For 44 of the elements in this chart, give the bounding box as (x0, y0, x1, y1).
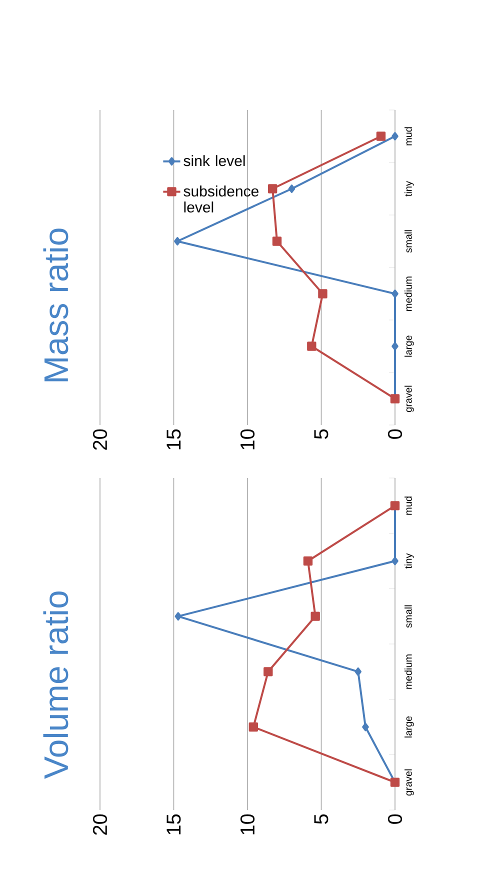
text: Volume ratio (43, 591, 68, 779)
y-tick-label: large (404, 716, 414, 738)
y-tick-label: medium (404, 276, 412, 311)
x-tick-label: 15 (166, 814, 181, 834)
point (376, 132, 386, 141)
x-tick-label: 5 (314, 429, 328, 439)
point (392, 556, 398, 566)
y-tick-label: small (404, 230, 412, 253)
point (392, 290, 398, 298)
legend-label: sink level (184, 155, 245, 166)
point (272, 236, 282, 246)
point (288, 184, 296, 193)
point (318, 289, 328, 298)
point (392, 132, 398, 140)
text: Mass ratio (43, 228, 68, 382)
y-tick-label: large (404, 336, 414, 357)
point (310, 612, 320, 621)
y-tick-label: tiny (404, 553, 414, 569)
point (354, 667, 362, 676)
y-tick-label: small (404, 605, 412, 628)
y-tick-label: gravel (404, 386, 414, 412)
x-tick-label: 0 (388, 429, 402, 439)
point (264, 667, 273, 676)
x-tick-label: 10 (240, 429, 255, 450)
y-tick-label: tiny (404, 180, 414, 196)
legend-label: subsidence level (184, 186, 258, 213)
x-tick-label: 15 (166, 429, 181, 450)
y-tick-label: gravel (404, 769, 414, 796)
point (268, 184, 278, 194)
x-tick-label: 10 (240, 814, 255, 834)
point (174, 612, 182, 621)
y-tick-label: mud (404, 127, 412, 146)
y-tick-label: medium (404, 654, 412, 689)
x-tick-label: 0 (388, 814, 402, 824)
x-tick-label: 20 (92, 814, 108, 835)
point (392, 342, 398, 350)
point (362, 722, 369, 732)
point (248, 722, 258, 732)
x-tick-label: 5 (314, 814, 328, 824)
y-tick-label: mud (404, 496, 412, 515)
x-tick-label: 20 (92, 429, 108, 450)
point (307, 342, 316, 351)
point (303, 556, 313, 566)
point (174, 237, 181, 246)
